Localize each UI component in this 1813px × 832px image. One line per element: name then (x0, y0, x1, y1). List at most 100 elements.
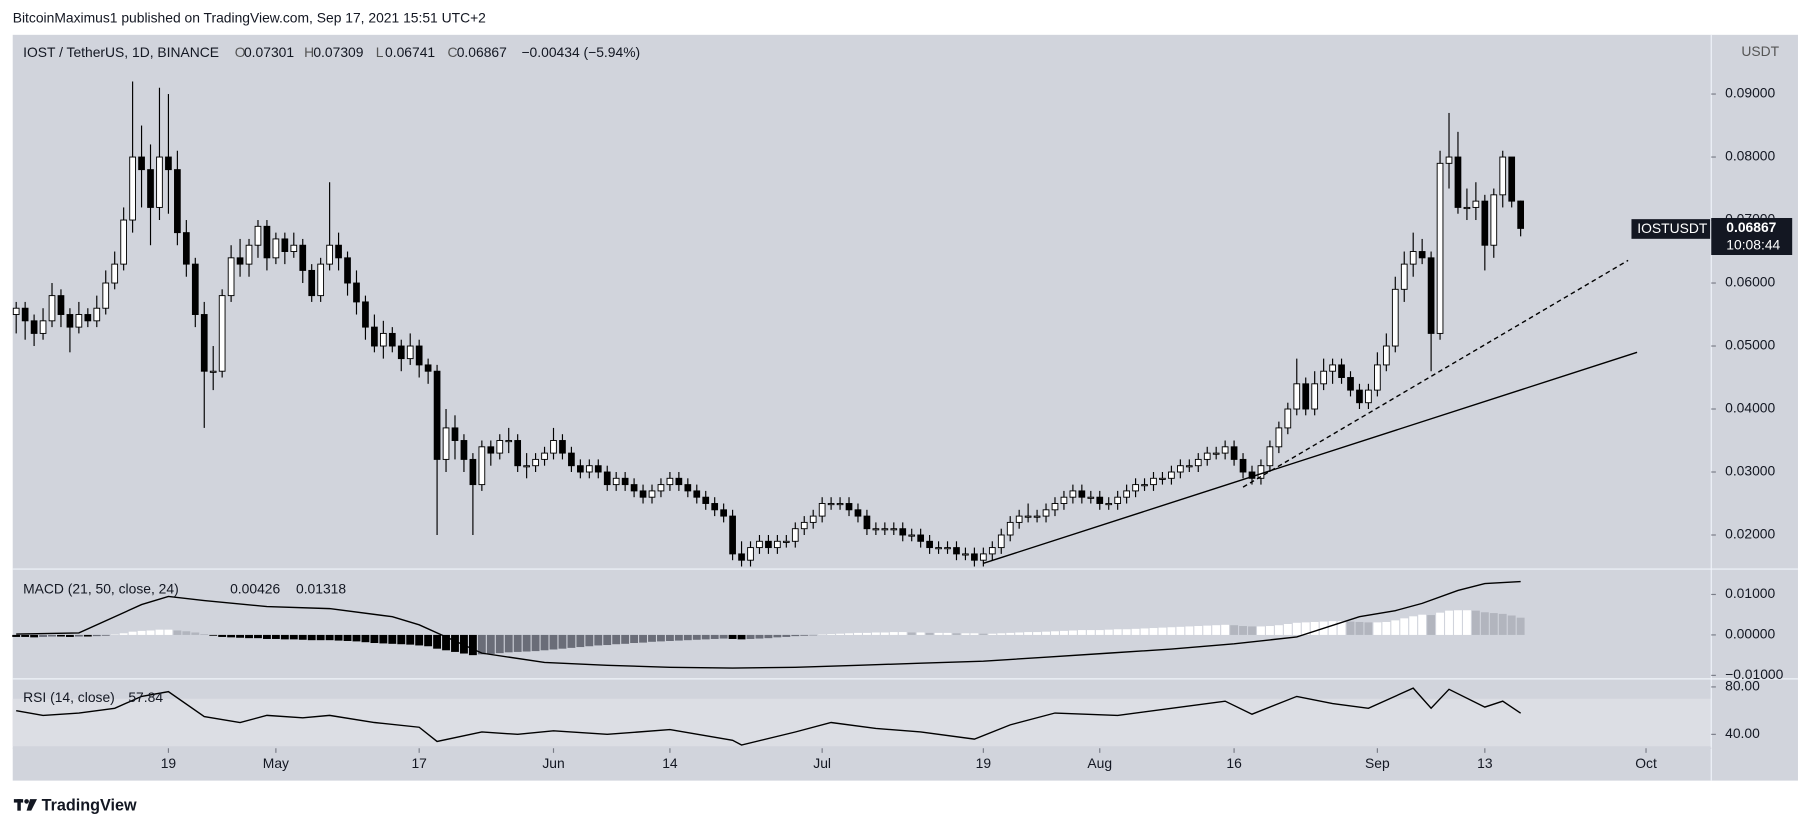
candle-body (479, 447, 485, 485)
candle-body (139, 157, 145, 170)
candle-body (1401, 264, 1407, 289)
candle-body (452, 428, 458, 441)
candle-body (228, 258, 234, 296)
candle-body (300, 245, 306, 270)
candle-body (291, 245, 297, 251)
candle-body (264, 226, 270, 257)
macd-histogram-bar (979, 634, 987, 635)
candle-body (49, 296, 55, 321)
macd-histogram-bar (1167, 627, 1175, 635)
candle-body (855, 510, 861, 516)
candle-body (1124, 491, 1130, 497)
candle-body (1482, 201, 1488, 245)
published-note: BitcoinMaximus1 published on TradingView… (13, 9, 486, 25)
y-tick-label: 0.08000 (1725, 148, 1775, 164)
macd-histogram-bar (1436, 613, 1444, 635)
candle-body (336, 245, 342, 258)
candle-body (631, 485, 637, 491)
macd-histogram-bar (48, 635, 56, 637)
macd-histogram-bar (1364, 622, 1372, 635)
macd-histogram-bar (962, 633, 970, 635)
macd-histogram-bar (935, 633, 943, 635)
macd-histogram-bar (66, 635, 74, 637)
candle-body (766, 541, 772, 547)
candle-body (936, 548, 942, 549)
candle-body (963, 554, 969, 555)
macd-histogram-bar (926, 633, 934, 635)
candle-body (1473, 201, 1479, 207)
macd-histogram-bar (469, 635, 477, 655)
macd-histogram-bar (173, 630, 181, 634)
macd-histogram-bar (209, 635, 217, 636)
macd-histogram-bar (164, 630, 172, 635)
tradingview-logo (14, 799, 37, 811)
candle-body (1025, 516, 1031, 517)
candle-body (649, 491, 655, 497)
macd-histogram-bar (1499, 614, 1507, 635)
candle-body (13, 308, 19, 314)
macd-histogram-bar (1033, 632, 1041, 635)
macd-histogram-bar (93, 635, 101, 636)
candle-body (1303, 384, 1309, 409)
macd-histogram-bar (1347, 622, 1355, 635)
candle-body (810, 516, 816, 522)
candle-body (1115, 497, 1121, 503)
candle-body (560, 441, 566, 454)
candle-body (882, 529, 888, 530)
candle-body (1133, 485, 1139, 491)
macd-histogram-bar (496, 635, 504, 653)
candle-body (586, 466, 592, 472)
candle-body (757, 541, 763, 547)
macd-histogram-bar (827, 634, 835, 635)
candle-body (730, 516, 736, 554)
macd-histogram-bar (102, 635, 110, 636)
candle-body (640, 491, 646, 497)
candle-body (515, 441, 521, 466)
macd-histogram-bar (138, 631, 146, 635)
macd-histogram-bar (1284, 624, 1292, 635)
macd-histogram-bar (756, 635, 764, 639)
ohlc-value: 0.06741 (385, 44, 435, 60)
candle-body (130, 157, 136, 220)
macd-histogram-bar (1051, 631, 1059, 635)
macd-histogram-bar (1248, 626, 1256, 634)
candle-body (685, 485, 691, 491)
candle-body (658, 485, 664, 491)
ohlc-value: 0.07301 (244, 44, 294, 60)
candle-body (748, 548, 754, 561)
macd-histogram-bar (1159, 628, 1167, 635)
macd-histogram-bar (639, 635, 647, 643)
candle-body (792, 529, 798, 542)
candle-body (416, 346, 422, 365)
candle-body (1213, 453, 1219, 454)
macd-histogram-bar (1382, 622, 1390, 635)
candle-body (1061, 497, 1067, 503)
candle-body (1267, 447, 1273, 466)
candle-body (837, 504, 843, 505)
rsi-title: RSI (14, close) (23, 689, 115, 705)
macd-histogram-bar (881, 632, 889, 634)
macd-histogram-bar (684, 635, 692, 640)
candle-body (201, 315, 207, 372)
candle-body (1204, 453, 1210, 459)
candle-body (157, 157, 163, 207)
macd-histogram-bar (353, 635, 361, 641)
candle-body (1518, 201, 1524, 228)
candle-body (1276, 428, 1282, 447)
candle-body (1285, 409, 1291, 428)
candle-body (309, 270, 315, 295)
macd-histogram-bar (1356, 622, 1364, 635)
macd-histogram-bar (630, 635, 638, 643)
macd-histogram-bar (845, 633, 853, 635)
macd-histogram-bar (800, 635, 808, 636)
candle-body (828, 504, 834, 505)
price-tag-value: 0.06867 (1726, 219, 1776, 235)
bar-countdown: 10:08:44 (1726, 236, 1780, 252)
macd-histogram-bar (1132, 629, 1140, 635)
price-change: −0.00434 (−5.94%) (521, 44, 640, 60)
candle-body (1186, 466, 1192, 467)
y-tick-label: 0.09000 (1725, 85, 1775, 101)
macd-histogram-bar (370, 635, 378, 643)
macd-histogram-bar (1024, 632, 1032, 635)
